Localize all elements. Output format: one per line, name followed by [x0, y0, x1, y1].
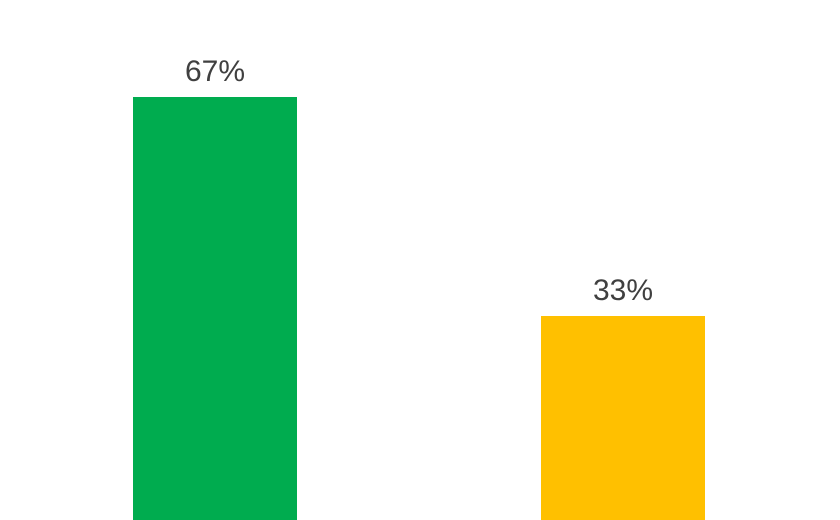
data-label-green-bar: 67% — [184, 54, 246, 88]
green-bar — [133, 96, 297, 520]
yellow-bar — [541, 316, 705, 520]
data-label-yellow-bar: 33% — [592, 274, 654, 308]
